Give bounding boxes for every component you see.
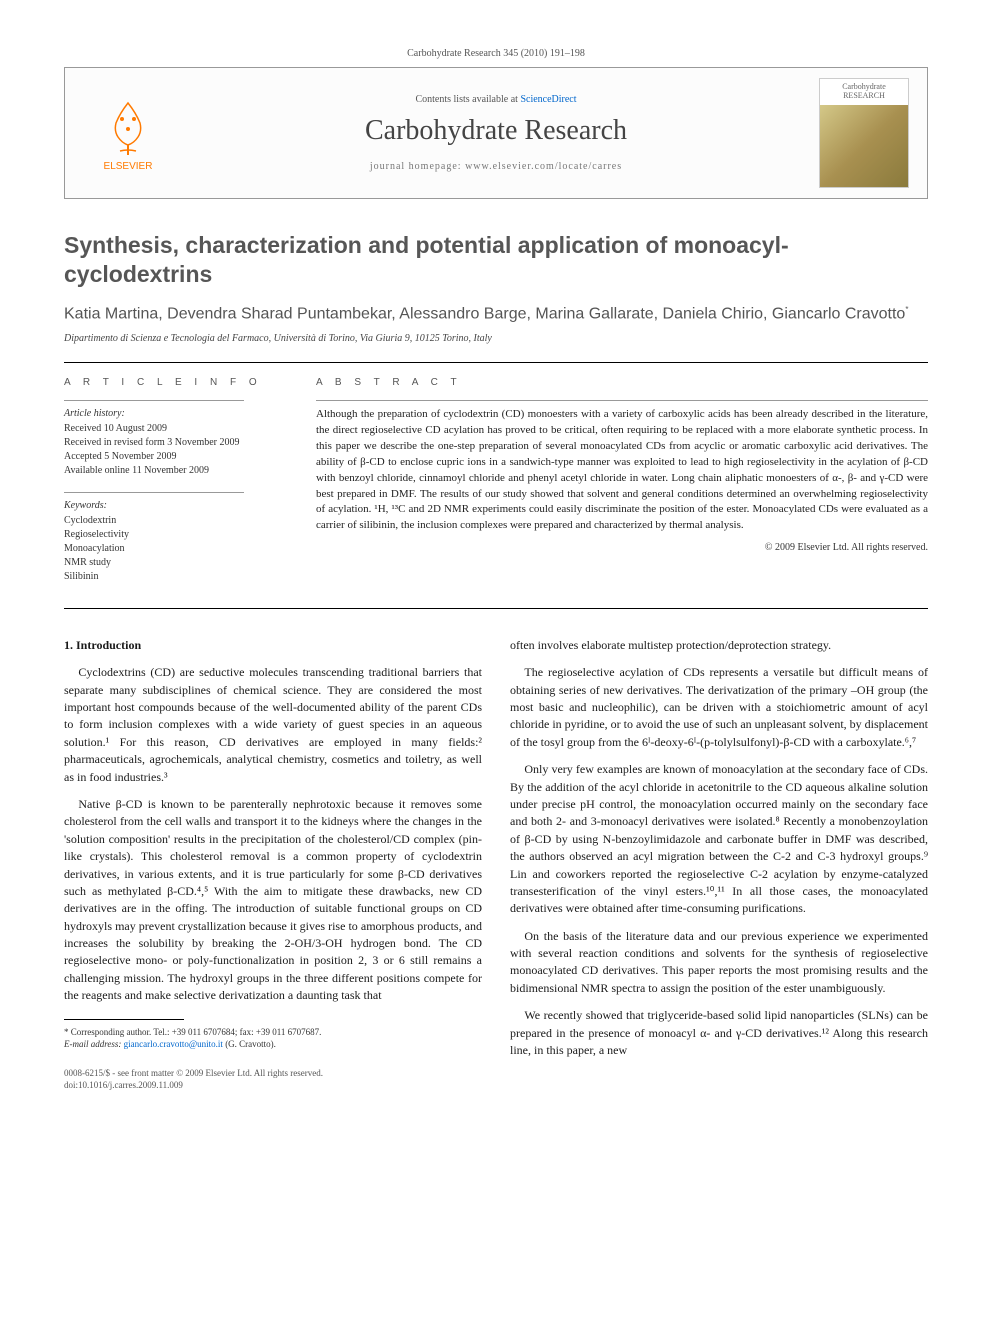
article-title: Synthesis, characterization and potentia… bbox=[64, 231, 928, 289]
keyword-item: Silibinin bbox=[64, 570, 284, 584]
body-two-column: 1. Introduction Cyclodextrins (CD) are s… bbox=[64, 637, 928, 1091]
homepage-url: www.elsevier.com/locate/carres bbox=[465, 161, 622, 172]
history-label: Article history: bbox=[64, 407, 284, 421]
body-paragraph: often involves elaborate multistep prote… bbox=[510, 637, 928, 654]
email-suffix: (G. Cravotto). bbox=[225, 1039, 276, 1049]
rule-divider bbox=[64, 608, 928, 609]
publisher-logo-block: ELSEVIER bbox=[83, 95, 173, 172]
journal-name: Carbohydrate Research bbox=[173, 115, 819, 147]
journal-masthead: ELSEVIER Contents lists available at Sci… bbox=[64, 67, 928, 199]
body-paragraph: Native β-CD is known to be parenterally … bbox=[64, 796, 482, 1005]
abstract-rule bbox=[316, 400, 928, 401]
journal-homepage-line: journal homepage: www.elsevier.com/locat… bbox=[173, 161, 819, 172]
affiliation: Dipartimento di Scienza e Tecnologia del… bbox=[64, 333, 928, 344]
footer-line: 0008-6215/$ - see front matter © 2009 El… bbox=[64, 1068, 482, 1080]
keywords-label: Keywords: bbox=[64, 499, 284, 513]
corresponding-asterisk: * bbox=[905, 305, 908, 314]
rule-divider bbox=[64, 362, 928, 363]
keyword-item: Cyclodextrin bbox=[64, 514, 284, 528]
article-history-block: Article history: Received 10 August 2009… bbox=[64, 407, 284, 478]
body-paragraph: Only very few examples are known of mono… bbox=[510, 761, 928, 918]
body-paragraph: On the basis of the literature data and … bbox=[510, 928, 928, 998]
abstract-text: Although the preparation of cyclodextrin… bbox=[316, 407, 928, 535]
elsevier-tree-icon bbox=[100, 95, 156, 159]
history-item: Accepted 5 November 2009 bbox=[64, 450, 284, 464]
info-rule bbox=[64, 400, 244, 401]
page-footer: 0008-6215/$ - see front matter © 2009 El… bbox=[64, 1068, 482, 1091]
keyword-item: Regioselectivity bbox=[64, 528, 284, 542]
journal-cover-thumbnail: Carbohydrate RESEARCH bbox=[819, 78, 909, 188]
authors-text: Katia Martina, Devendra Sharad Puntambek… bbox=[64, 305, 905, 322]
abstract-copyright: © 2009 Elsevier Ltd. All rights reserved… bbox=[316, 542, 928, 553]
email-label: E-mail address: bbox=[64, 1039, 121, 1049]
cover-title: Carbohydrate RESEARCH bbox=[820, 79, 908, 105]
section-heading: 1. Introduction bbox=[64, 637, 482, 654]
running-header: Carbohydrate Research 345 (2010) 191–198 bbox=[64, 48, 928, 59]
sciencedirect-link[interactable]: ScienceDirect bbox=[520, 94, 576, 105]
corresponding-footnote: * Corresponding author. Tel.: +39 011 67… bbox=[64, 1026, 482, 1050]
body-paragraph: The regioselective acylation of CDs repr… bbox=[510, 664, 928, 751]
footer-doi: doi:10.1016/j.carres.2009.11.009 bbox=[64, 1080, 482, 1092]
history-item: Available online 11 November 2009 bbox=[64, 464, 284, 478]
history-item: Received 10 August 2009 bbox=[64, 422, 284, 436]
contents-prefix: Contents lists available at bbox=[415, 94, 520, 105]
body-column-right: often involves elaborate multistep prote… bbox=[510, 637, 928, 1091]
keyword-item: NMR study bbox=[64, 556, 284, 570]
corresponding-email-link[interactable]: giancarlo.cravotto@unito.it bbox=[124, 1039, 223, 1049]
footnote-rule bbox=[64, 1019, 184, 1020]
abstract-label: A B S T R A C T bbox=[316, 377, 928, 388]
info-rule bbox=[64, 492, 244, 493]
cover-image bbox=[820, 105, 908, 187]
body-paragraph: Cyclodextrins (CD) are seductive molecul… bbox=[64, 664, 482, 786]
article-info-label: A R T I C L E I N F O bbox=[64, 377, 284, 388]
body-paragraph: We recently showed that triglyceride-bas… bbox=[510, 1007, 928, 1059]
publisher-name: ELSEVIER bbox=[104, 161, 153, 172]
homepage-prefix: journal homepage: bbox=[370, 161, 465, 172]
contents-available-line: Contents lists available at ScienceDirec… bbox=[173, 94, 819, 105]
footnote-line: * Corresponding author. Tel.: +39 011 67… bbox=[64, 1026, 482, 1038]
authors-list: Katia Martina, Devendra Sharad Puntambek… bbox=[64, 305, 928, 323]
keyword-item: Monoacylation bbox=[64, 542, 284, 556]
body-column-left: 1. Introduction Cyclodextrins (CD) are s… bbox=[64, 637, 482, 1091]
history-item: Received in revised form 3 November 2009 bbox=[64, 436, 284, 450]
keywords-block: Keywords: Cyclodextrin Regioselectivity … bbox=[64, 499, 284, 584]
